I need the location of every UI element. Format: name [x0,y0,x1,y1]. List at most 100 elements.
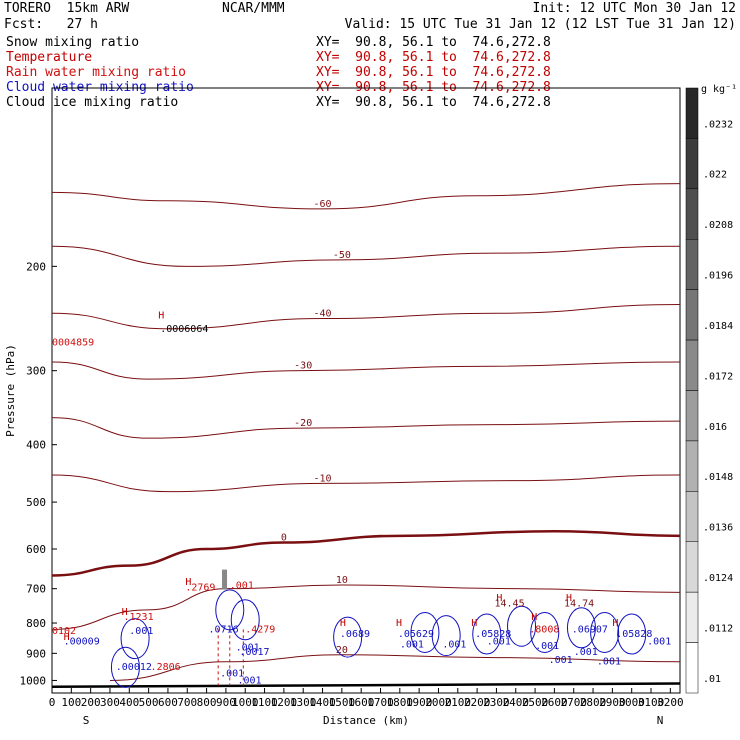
in-plot-label: H [340,618,346,629]
in-plot-label: 14.74 [564,598,594,609]
forecast-hour: Fcst: 27 h [4,17,98,32]
x-tick-label: 200 [81,696,101,709]
x-tick-label: 1600 [348,696,375,709]
in-plot-label: .001 [574,647,598,658]
legend-entry-name: Rain water mixing ratio [6,65,187,80]
x-tick-label: 500 [139,696,159,709]
x-tick-label: 600 [158,696,178,709]
temperature-contour-label: -30 [294,361,312,372]
temperature-contour-label: 0 [281,532,287,543]
x-tick-label: 2000 [425,696,452,709]
y-tick-label: 400 [26,439,46,452]
cloud-water-contour [590,612,620,654]
x-tick-label: 1300 [290,696,317,709]
in-plot-label: H [531,612,537,623]
x-tick-label: 1000 [232,696,259,709]
colorbar-swatch [685,440,699,492]
colorbar-swatch [685,188,699,240]
cloud-water-contour [410,612,440,654]
temperature-contour-line [51,245,681,267]
center-title: NCAR/MMM [222,1,285,16]
in-plot-label: .001 [129,626,153,637]
x-tick-label: 2800 [580,696,607,709]
legend-entry-name: Snow mixing ratio [6,35,140,50]
x-tick-label: 800 [197,696,217,709]
in-plot-label: .001 [535,641,559,652]
x-tick-label: 1100 [251,696,278,709]
x-tick-label: 1400 [309,696,336,709]
x-tick-label: 1900 [406,696,433,709]
in-plot-label: .001 [230,581,254,592]
y-tick-label: 500 [26,496,46,509]
temperature-contour-label: 10 [336,575,348,586]
x-tick-label: 3000 [618,696,645,709]
init-time: Init: 12 UTC Mon 30 Jan 12 [532,1,737,16]
cloud-water-contour [566,607,596,649]
in-plot-label: .1231 [123,612,153,623]
cloud-water-contour [530,612,560,654]
cloud-water-contour [120,618,150,660]
cloud-water-contour [431,615,461,657]
colorbar-tick-label: .0196 [703,271,733,282]
legend-entry-name: Temperature [6,50,93,65]
colorbar-swatch [685,491,699,543]
legend-entry-name: Cloud ice mixing ratio [6,95,179,110]
colorbar-tick-label: .0112 [703,623,733,634]
in-plot-label: .4279 [245,625,275,636]
in-plot-label: H [64,632,70,643]
y-tick-label: 800 [26,617,46,630]
cloud-water-contour [333,616,363,658]
x-tick-label: 900 [216,696,236,709]
in-plot-label: H [496,593,502,604]
y-tick-label: 200 [26,260,46,273]
y-tick-label: 900 [26,647,46,660]
cloud-water-contour [617,613,647,655]
in-plot-label: .8008 [529,625,559,636]
in-plot-label: H [122,607,128,618]
y-tick-label: 700 [26,583,46,596]
in-plot-label: .05828 [475,629,511,640]
snow-shading [222,569,228,590]
in-plot-label: .001 [400,640,424,651]
x-tick-label: 700 [177,696,197,709]
temperature-contour-line [51,304,681,330]
cloud-water-contour [215,589,245,631]
in-plot-label: .001 [549,655,573,666]
colorbar-swatch [685,138,699,190]
x-tick-label: 0 [49,696,56,709]
temperature-contour-line [51,417,681,439]
colorbar-tick-label: .0172 [703,371,733,382]
in-plot-label: .00009 [64,637,100,648]
in-plot-label: .2806 [151,662,181,673]
in-plot-label: H [471,618,477,629]
in-plot-label: .0716 [209,625,239,636]
in-plot-label: .001 [238,676,262,687]
model-title: TORERO 15km ARW [4,1,130,16]
temperature-contour-label: -50 [333,250,351,261]
in-plot-label: H [158,311,164,322]
colorbar-tick-label: .0148 [703,472,733,483]
colorbar-tick-label: .0136 [703,523,733,534]
valid-time: Valid: 15 UTC Tue 31 Jan 12 (12 LST Tue … [344,17,736,32]
colorbar-unit: g kg⁻¹ [701,84,737,95]
temperature-contour-label: 20 [336,645,348,656]
in-plot-label: .0689 [340,629,370,640]
colorbar-tick-label: .016 [703,422,727,433]
in-plot-label: .05828 [616,629,652,640]
cloud-water-contour [472,613,502,655]
x-tick-label: 3100 [638,696,665,709]
legend-entry-xy: XY= 90.8, 56.1 to 74.6,272.8 [316,95,551,110]
x-tick-label: 1700 [367,696,394,709]
in-plot-label: .2769 [185,583,215,594]
south-end-label: S [83,714,90,727]
temperature-contour-line [51,361,681,380]
in-plot-label: .001 [442,640,466,651]
colorbar-swatch [685,591,699,643]
in-plot-label: 14.45 [494,598,524,609]
plot-frame [51,87,681,694]
temperature-contour-line [51,584,681,630]
in-plot-label: .001 [236,642,260,653]
colorbar-tick-label: .022 [703,170,727,181]
colorbar-tick-label: .01 [703,674,721,685]
